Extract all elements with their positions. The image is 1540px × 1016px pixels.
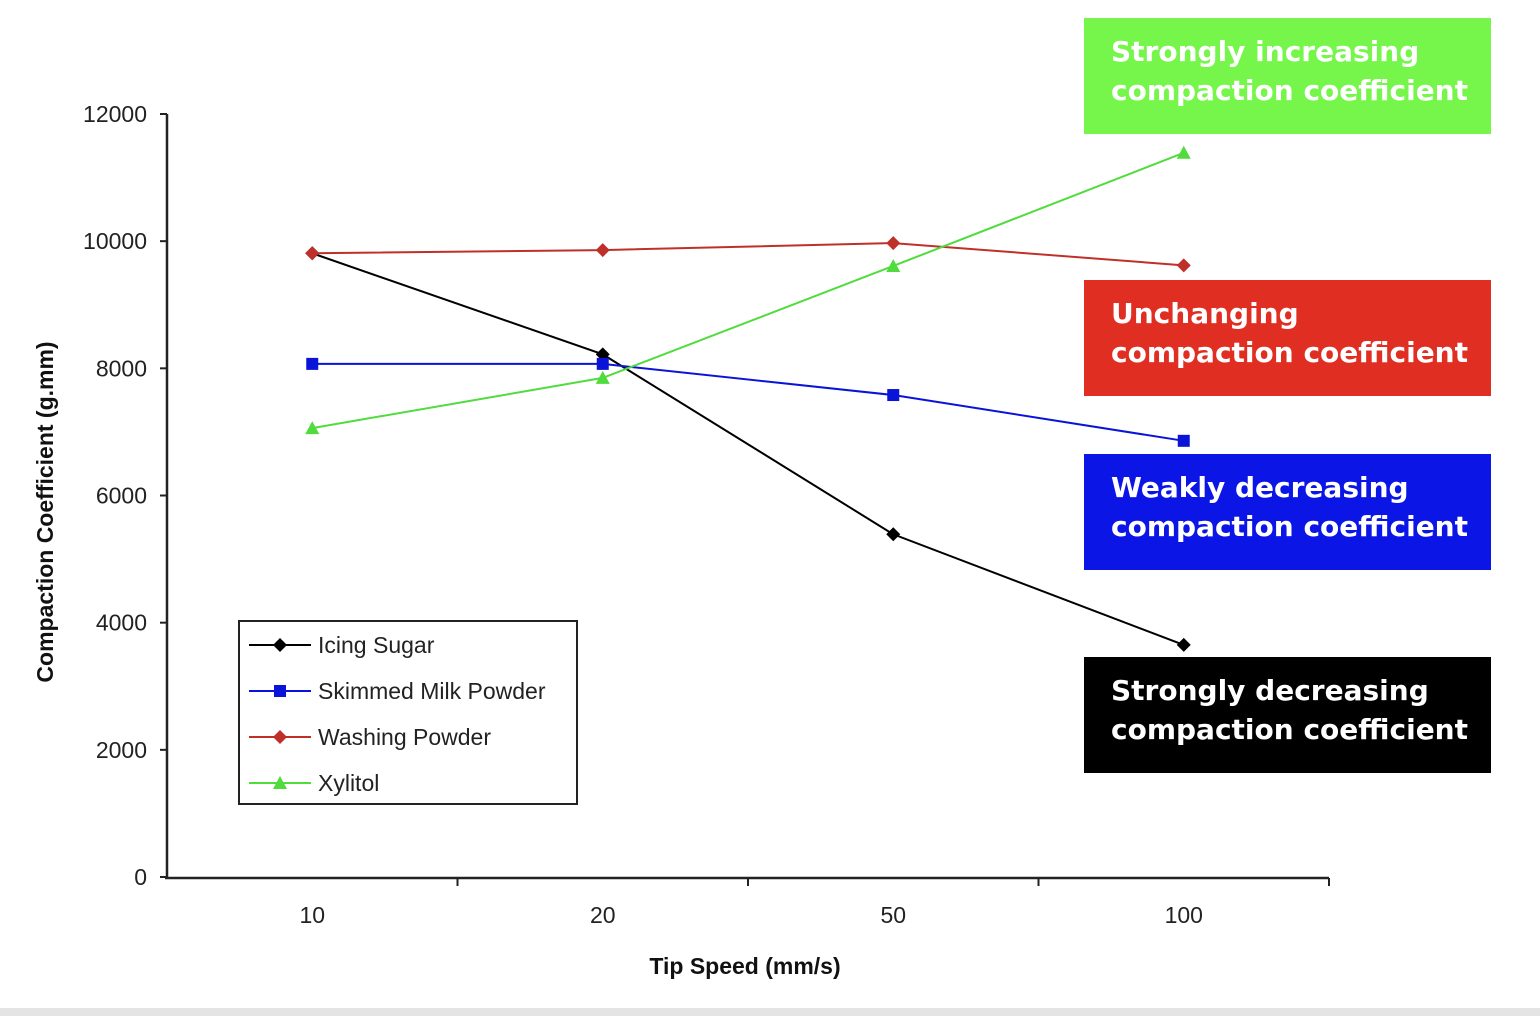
annotation-line2: compaction coefficient [1111, 336, 1468, 369]
legend: Icing Sugar Skimmed Milk Powder Washing Po… [238, 620, 578, 805]
data-point-icing-sugar [886, 527, 901, 542]
legend-label: Washing Powder [318, 724, 491, 750]
data-point-xylitol [305, 421, 320, 435]
y-tick-label: 10000 [83, 228, 147, 254]
legend-marker-washing-powder [273, 730, 287, 744]
annotation-line2: compaction coefficient [1111, 713, 1468, 746]
legend-label: Xylitol [318, 770, 379, 796]
annotation-box [1084, 18, 1491, 134]
annotation-line2: compaction coefficient [1111, 510, 1468, 543]
data-point-xylitol [886, 258, 901, 272]
x-tick-label: 100 [1165, 902, 1203, 928]
legend-item-icing-sugar: Icing Sugar [249, 632, 435, 658]
series-layer [305, 145, 1191, 652]
y-tick-label: 2000 [96, 737, 147, 763]
legend-label: Icing Sugar [318, 632, 435, 658]
legend-marker-icing-sugar [273, 638, 287, 652]
annotation-weakly-decreasing: Weakly decreasing compaction coefficient [1084, 454, 1491, 570]
annotation-line1: Unchanging [1111, 297, 1299, 330]
data-point-skimmed-milk-powder [1177, 434, 1190, 447]
annotation-line1: Weakly decreasing [1111, 471, 1409, 504]
legend-item-xylitol: Xylitol [249, 770, 379, 796]
data-point-washing-powder [1176, 258, 1191, 273]
series-line-icing-sugar [311, 252, 1185, 646]
annotation-unchanging: Unchanging compaction coefficient [1084, 280, 1491, 396]
data-point-washing-powder [595, 243, 610, 258]
bottom-scrollbar [0, 1008, 1540, 1016]
x-ticks: 10 20 50 100 [299, 878, 1330, 928]
legend-marker-skimmed-milk-powder [274, 685, 286, 697]
y-tick-label: 4000 [96, 610, 147, 636]
y-tick-label: 8000 [96, 355, 147, 381]
x-tick-label: 20 [590, 902, 616, 928]
series-washing-powder [305, 236, 1191, 273]
y-tick-label: 12000 [83, 101, 147, 127]
y-tick-label: 6000 [96, 483, 147, 509]
series-xylitol [305, 145, 1191, 435]
data-point-xylitol [1176, 145, 1191, 159]
x-axis-title: Tip Speed (mm/s) [649, 953, 840, 979]
x-tick-label: 50 [880, 902, 906, 928]
annotation-strongly-increasing: Strongly increasing compaction coefficien… [1084, 18, 1491, 134]
annotation-line1: Strongly increasing [1111, 35, 1419, 68]
annotation-line1: Strongly decreasing [1111, 674, 1429, 707]
legend-box [238, 620, 578, 805]
legend-item-skimmed-milk-powder: Skimmed Milk Powder [249, 678, 546, 704]
series-icing-sugar [305, 246, 1191, 652]
data-point-washing-powder [305, 246, 320, 261]
data-point-icing-sugar [595, 347, 610, 362]
legend-marker-xylitol [273, 776, 287, 789]
legend-label: Skimmed Milk Powder [318, 678, 546, 704]
series-line-washing-powder [312, 242, 1184, 267]
data-point-skimmed-milk-powder [887, 389, 900, 402]
data-point-skimmed-milk-powder [596, 357, 609, 370]
data-point-xylitol [595, 370, 610, 384]
series-line-xylitol [312, 151, 1185, 430]
annotation-box [1084, 280, 1491, 396]
data-point-washing-powder [886, 236, 901, 251]
annotations: Strongly increasing compaction coefficien… [1084, 18, 1491, 773]
series-line-skimmed-milk-powder [312, 362, 1184, 442]
annotation-strongly-decreasing: Strongly decreasing compaction coefficien… [1084, 657, 1491, 773]
y-ticks: 0 2000 4000 6000 8000 10000 12000 [83, 101, 167, 890]
annotation-line2: compaction coefficient [1111, 74, 1468, 107]
x-tick-label: 10 [299, 902, 325, 928]
data-point-icing-sugar [1176, 637, 1191, 652]
data-point-skimmed-milk-powder [306, 357, 319, 370]
annotation-box [1084, 657, 1491, 773]
legend-item-washing-powder: Washing Powder [249, 724, 491, 750]
y-axis-title: Compaction Coefficient (g.mm) [32, 341, 58, 682]
series-skimmed-milk-powder [306, 357, 1190, 447]
y-tick-label: 0 [134, 864, 147, 890]
annotation-box [1084, 454, 1491, 570]
